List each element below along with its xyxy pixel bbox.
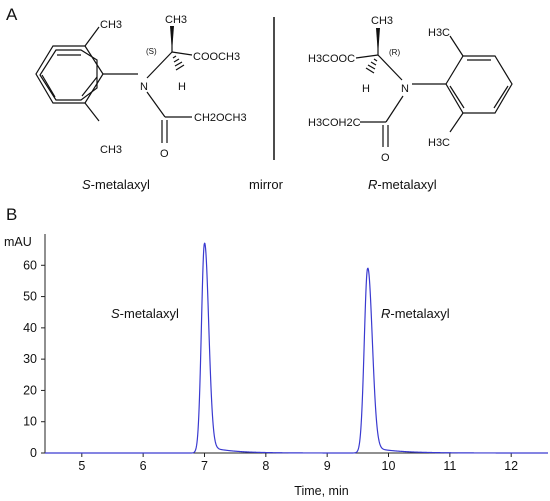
structure-s-metalaxyl — [35, 26, 193, 143]
x-tick-label: 7 — [201, 459, 208, 473]
ester-label: COOCH3 — [193, 51, 240, 63]
stereo-descriptor: (R) — [389, 48, 400, 57]
peak-label: R-metalaxyl — [381, 306, 450, 321]
methyl-label: CH3 — [100, 19, 122, 31]
panel-label-a: A — [6, 5, 18, 24]
methyl-label: H3C — [428, 27, 450, 39]
methyl-label: CH3 — [165, 14, 187, 26]
y-axis-label: mAU — [4, 235, 32, 249]
compound-name-left: S-metalaxyl — [82, 177, 150, 192]
side-chain-label: CH2OCH3 — [194, 112, 247, 124]
x-tick-label: 10 — [382, 459, 396, 473]
x-tick-label: 12 — [504, 459, 518, 473]
hashed-bond-left — [172, 55, 185, 71]
wedge-bond-left — [170, 26, 174, 52]
methyl-label: CH3 — [100, 144, 122, 156]
hydrogen-label: H — [178, 81, 186, 93]
ester-label: H3COOC — [308, 53, 355, 65]
stereo-descriptor: (S) — [146, 47, 157, 56]
nitrogen-label: N — [140, 81, 148, 93]
x-tick-label: 8 — [262, 459, 269, 473]
x-tick-label: 9 — [324, 459, 331, 473]
x-tick-label: 6 — [140, 459, 147, 473]
hydrogen-label: H — [362, 83, 370, 95]
oxygen-label: O — [381, 152, 390, 164]
y-tick-label: 0 — [30, 446, 37, 460]
y-tick-label: 40 — [23, 321, 37, 335]
x-tick-label: 11 — [443, 459, 456, 473]
wedge-bond-right — [376, 28, 380, 55]
compound-name-right: R-metalaxyl — [368, 177, 437, 192]
y-tick-label: 50 — [23, 290, 37, 304]
structure-r-metalaxyl — [355, 28, 513, 147]
y-tick-label: 10 — [23, 415, 37, 429]
chromatogram-trace — [45, 242, 548, 454]
oxygen-label: O — [160, 148, 169, 160]
y-tick-label: 60 — [23, 258, 37, 272]
side-chain-label: H3COH2C — [308, 117, 361, 129]
methyl-label: H3C — [428, 137, 450, 149]
methyl-label: CH3 — [371, 15, 393, 27]
benzene-ring-left — [39, 49, 98, 101]
x-axis-label: Time, min — [294, 484, 348, 498]
panel-label-b: B — [6, 205, 17, 224]
y-tick-label: 30 — [23, 352, 37, 366]
chromatogram: 0 10 20 30 40 50 60 5 6 7 8 9 10 11 12 mAU Time, min S-me… — [4, 234, 548, 498]
y-tick-label: 20 — [23, 383, 37, 397]
x-tick-label: 5 — [78, 459, 85, 473]
peak-label: S-metalaxyl — [111, 306, 179, 321]
hashed-bond-right — [365, 58, 378, 74]
nitrogen-label: N — [401, 83, 409, 95]
mirror-label: mirror — [249, 177, 284, 192]
